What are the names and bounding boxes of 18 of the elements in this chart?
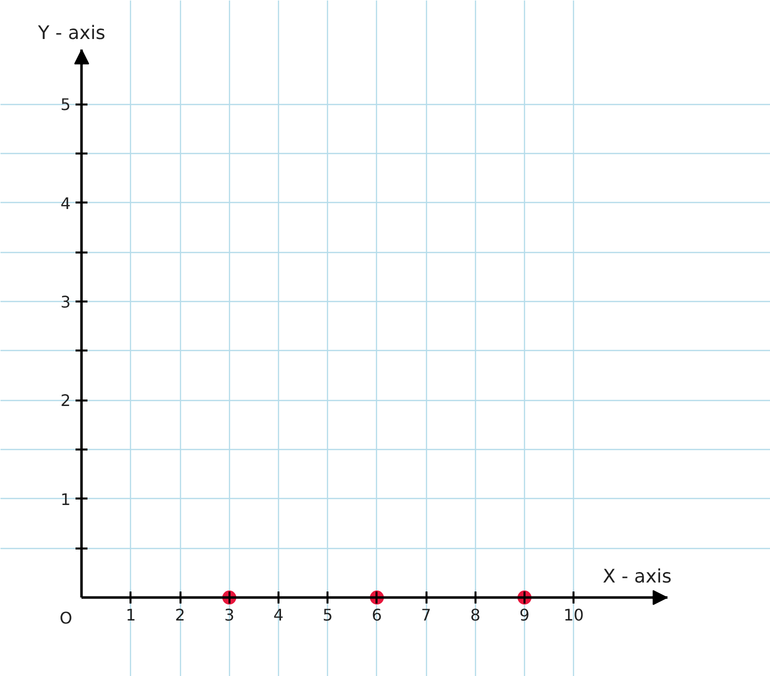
x-tick-label: 3	[224, 606, 234, 625]
y-tick-label: 5	[60, 95, 71, 114]
x-tick-label: 1	[126, 606, 136, 625]
x-tick-label: 4	[273, 606, 284, 625]
annotation: O	[60, 608, 72, 628]
x-tick-label: 6	[372, 606, 382, 625]
x-tick-label: 9	[519, 606, 530, 625]
y-tick-label: 2	[60, 391, 71, 410]
y-tick-label: 1	[60, 490, 71, 509]
x-tick-label: 10	[564, 606, 584, 625]
x-axis-title: X - axis	[602, 566, 672, 588]
x-tick-label: 2	[174, 606, 186, 625]
x-tick-label: 5	[322, 606, 333, 625]
x-tick-label: 8	[470, 606, 480, 625]
y-tick-label: 4	[60, 194, 71, 213]
x-tick-label: 7	[421, 606, 432, 625]
y-axis-title: Y - axis	[37, 22, 106, 44]
y-tick-label: 3	[60, 292, 71, 312]
